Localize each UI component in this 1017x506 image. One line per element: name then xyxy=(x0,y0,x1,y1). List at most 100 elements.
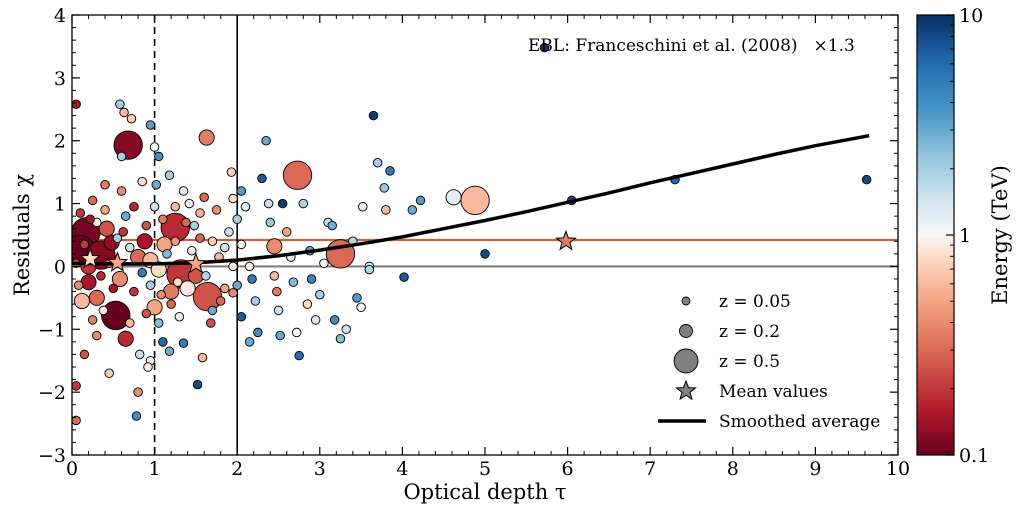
x-tick-label: 4 xyxy=(396,458,408,480)
data-point xyxy=(172,277,183,287)
data-point xyxy=(98,220,115,237)
data-point xyxy=(861,174,872,185)
data-point xyxy=(88,289,105,306)
data-point xyxy=(236,186,247,196)
data-point xyxy=(98,305,109,316)
x-tick-label: 1 xyxy=(149,458,161,480)
data-point xyxy=(164,170,175,181)
data-point xyxy=(192,379,203,390)
ebl-scale-annotation: ×1.3 xyxy=(814,36,855,56)
data-point xyxy=(215,296,226,306)
data-point xyxy=(192,281,223,312)
data-point xyxy=(96,271,106,281)
data-point xyxy=(146,299,163,316)
data-point xyxy=(199,192,209,203)
data-point xyxy=(445,189,462,206)
y-tick-label: 2 xyxy=(54,131,66,153)
data-point xyxy=(119,107,129,118)
data-point xyxy=(156,236,173,253)
legend-entry: Mean values xyxy=(675,379,828,402)
data-point xyxy=(118,227,128,237)
legend-entry: z = 0.5 xyxy=(673,348,780,374)
data-point xyxy=(131,411,142,421)
data-point xyxy=(211,205,222,215)
data-point xyxy=(80,274,97,291)
data-point xyxy=(112,233,123,243)
x-tick-label: 0 xyxy=(66,458,78,480)
data-point xyxy=(136,233,153,250)
mean-value-star xyxy=(185,252,207,274)
data-point xyxy=(141,308,152,319)
data-point xyxy=(153,318,164,328)
x-tick-label: 10 xyxy=(886,458,910,480)
data-point xyxy=(265,217,275,228)
data-point xyxy=(187,245,197,256)
x-axis-label: Optical depth τ xyxy=(403,480,566,504)
data-point xyxy=(206,318,216,328)
data-point xyxy=(170,201,180,212)
y-tick-label: 3 xyxy=(54,68,66,90)
data-point xyxy=(253,327,263,338)
legend-circle-small-icon xyxy=(681,296,691,306)
legend-entry: z = 0.05 xyxy=(681,292,791,312)
data-point xyxy=(228,288,238,298)
data-point xyxy=(72,415,81,426)
data-point xyxy=(179,280,196,297)
data-point xyxy=(72,381,81,391)
data-point xyxy=(329,315,340,325)
legend-entry: z = 0.2 xyxy=(679,322,780,342)
data-point xyxy=(158,214,168,225)
data-point xyxy=(153,151,164,162)
legend-label: z = 0.05 xyxy=(719,292,791,312)
data-point xyxy=(266,238,283,255)
data-point xyxy=(240,201,251,212)
data-point xyxy=(100,179,110,190)
data-point xyxy=(232,214,242,225)
legend: z = 0.05 z = 0.2 z = 0.5 Mean values Smoothe… xyxy=(658,292,880,432)
data-point xyxy=(115,99,125,110)
data-point xyxy=(399,272,409,282)
data-point xyxy=(201,271,211,281)
data-point xyxy=(327,220,337,231)
y-tick-label: −2 xyxy=(38,382,66,404)
legend-label: z = 0.2 xyxy=(719,322,780,342)
y-tick-label: −3 xyxy=(38,445,66,467)
data-point xyxy=(298,198,309,209)
data-point xyxy=(79,239,90,250)
data-point xyxy=(100,205,110,215)
data-point xyxy=(232,280,242,291)
data-point xyxy=(181,217,191,228)
data-point xyxy=(263,198,274,209)
x-tick-label: 5 xyxy=(479,458,491,480)
x-tick-label: 3 xyxy=(314,458,326,480)
data-point xyxy=(319,258,329,269)
data-point xyxy=(291,327,302,338)
data-point xyxy=(104,368,114,379)
data-point xyxy=(149,201,160,212)
colorbar-tick-label: 10 xyxy=(959,5,983,27)
data-point xyxy=(368,110,379,121)
data-point xyxy=(197,352,208,363)
data-point xyxy=(170,236,180,247)
x-tick-label: 8 xyxy=(727,458,739,480)
data-point xyxy=(72,99,81,110)
data-point xyxy=(244,337,255,347)
colorbar-tick-label: 1 xyxy=(959,225,971,247)
legend-circle-large-icon xyxy=(673,348,699,374)
data-point xyxy=(129,201,139,212)
data-point xyxy=(92,330,102,341)
data-point xyxy=(294,350,304,361)
x-tick-label: 2 xyxy=(231,458,243,480)
data-point xyxy=(269,271,280,281)
legend-star-icon xyxy=(675,379,697,401)
data-point xyxy=(149,142,160,152)
data-point xyxy=(277,198,288,209)
x-tick-label: 6 xyxy=(562,458,574,480)
data-point xyxy=(195,208,205,218)
data-point xyxy=(126,113,137,124)
data-point xyxy=(137,176,147,187)
data-point xyxy=(385,166,395,176)
data-point xyxy=(228,193,238,204)
data-point xyxy=(117,330,134,347)
